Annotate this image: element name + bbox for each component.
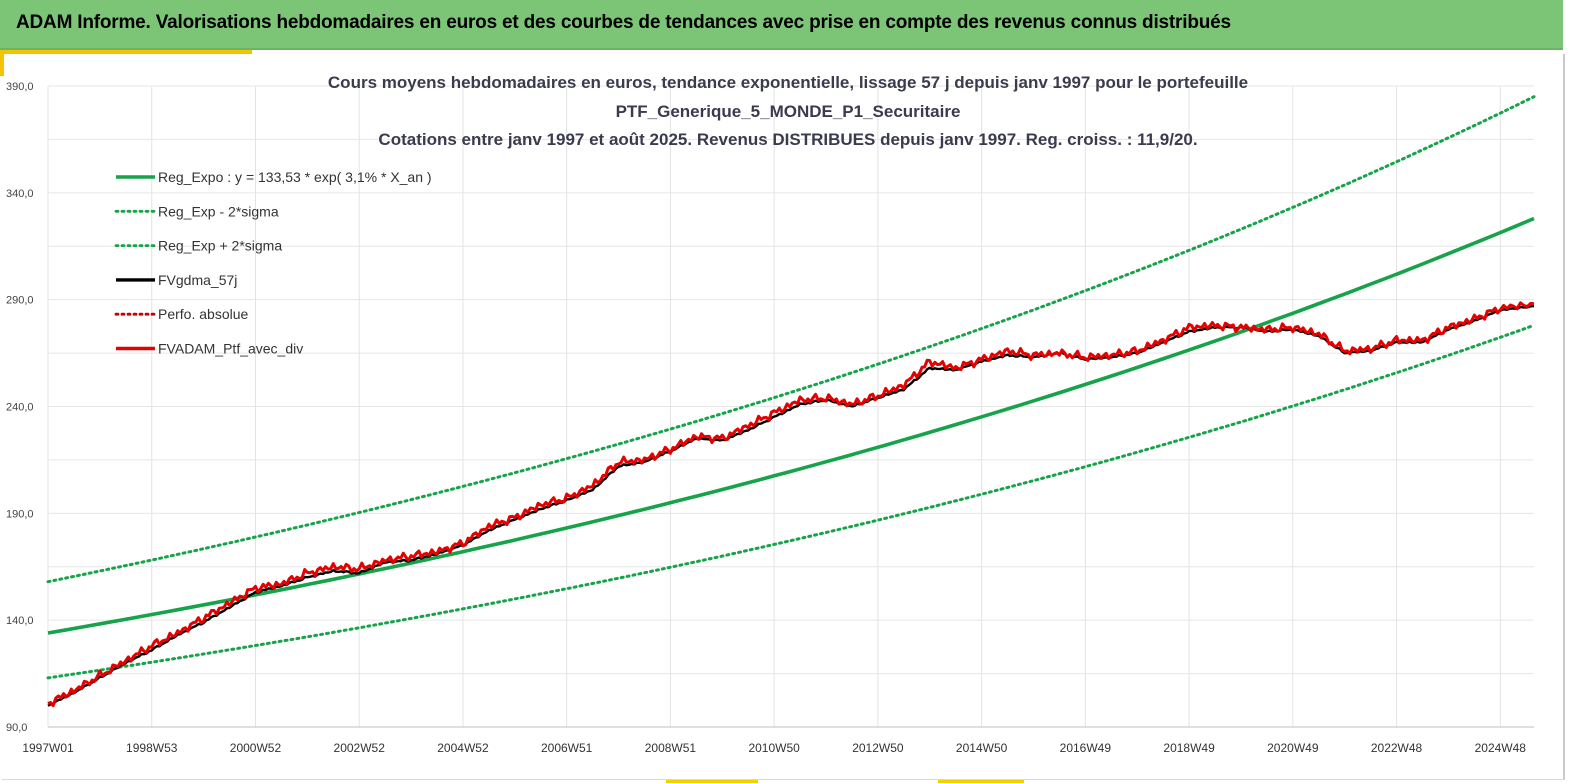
x-tick-label: 2002W52 — [334, 741, 386, 755]
y-tick-label: 190,0 — [6, 508, 34, 520]
banner-title: ADAM Informe. Valorisations hebdomadaire… — [16, 12, 1231, 33]
legend-label: Reg_Expo : y = 133,53 * exp( 3,1% * X_an… — [158, 169, 432, 185]
series-line-4 — [47, 304, 1535, 707]
bottom-accent-left — [666, 779, 758, 783]
x-tick-label: 2014W50 — [956, 741, 1008, 755]
series-line-2 — [46, 323, 1536, 680]
y-tick-label: 140,0 — [6, 615, 34, 627]
chart-frame — [2, 54, 1565, 780]
legend-label: Reg_Exp + 2*sigma — [158, 238, 282, 254]
chart-grid — [47, 85, 1534, 728]
chart-title-line: Cours moyens hebdomadaires en euros, ten… — [328, 73, 1248, 92]
series-line-6 — [47, 301, 1535, 708]
legend-label: Reg_Exp - 2*sigma — [158, 203, 279, 219]
x-tick-label: 2022W48 — [1371, 741, 1423, 755]
series-lines — [46, 95, 1536, 708]
x-tick-label: 2000W52 — [230, 741, 282, 755]
x-tick-label: 2008W51 — [645, 741, 697, 755]
chart-legend: Reg_Expo : y = 133,53 * exp( 3,1% * X_an… — [114, 169, 432, 357]
series-line-1 — [47, 216, 1535, 635]
accent-bar — [0, 50, 252, 54]
x-tick-label: 2016W49 — [1060, 741, 1112, 755]
y-tick-label: 290,0 — [6, 295, 34, 307]
x-tick-label: 2018W49 — [1163, 741, 1215, 755]
y-tick-label: 240,0 — [6, 402, 34, 414]
legend-label: Perfo. absolue — [158, 306, 248, 322]
y-tick-label: 90,0 — [6, 722, 27, 734]
x-tick-label: 2006W51 — [541, 741, 593, 755]
x-tick-label: 1998W53 — [126, 741, 178, 755]
x-tick-label: 2010W50 — [748, 741, 800, 755]
series-line-3 — [46, 95, 1536, 584]
bottom-accent-right — [938, 779, 1024, 783]
x-tick-label: 2020W49 — [1267, 741, 1319, 755]
x-tick-label: 2024W48 — [1475, 741, 1527, 755]
series-line-5 — [47, 302, 1535, 705]
x-tick-label: 1997W01 — [22, 741, 74, 755]
accent-side-bar — [0, 50, 4, 76]
title-banner: ADAM Informe. Valorisations hebdomadaire… — [0, 0, 1563, 50]
chart-title-line: PTF_Generique_5_MONDE_P1_Securitaire — [616, 102, 961, 121]
chart-title: Cours moyens hebdomadaires en euros, ten… — [328, 73, 1248, 149]
y-axis-labels: 90,0 140,0 190,0 240,0 290,0 340,0 390,0 — [6, 81, 34, 734]
chart-title-line: Cotations entre janv 1997 et août 2025. … — [378, 130, 1197, 149]
legend-label: FVgdma_57j — [158, 272, 237, 288]
y-tick-label: 390,0 — [6, 81, 34, 93]
x-tick-label: 2004W52 — [437, 741, 489, 755]
x-tick-label: 2012W50 — [852, 741, 904, 755]
legend-label: FVADAM_Ptf_avec_div — [158, 341, 303, 357]
x-axis-labels: 1997W01 1998W53 2000W52 2002W52 2004W52 2006W… — [22, 741, 1526, 755]
y-tick-label: 340,0 — [6, 188, 34, 200]
